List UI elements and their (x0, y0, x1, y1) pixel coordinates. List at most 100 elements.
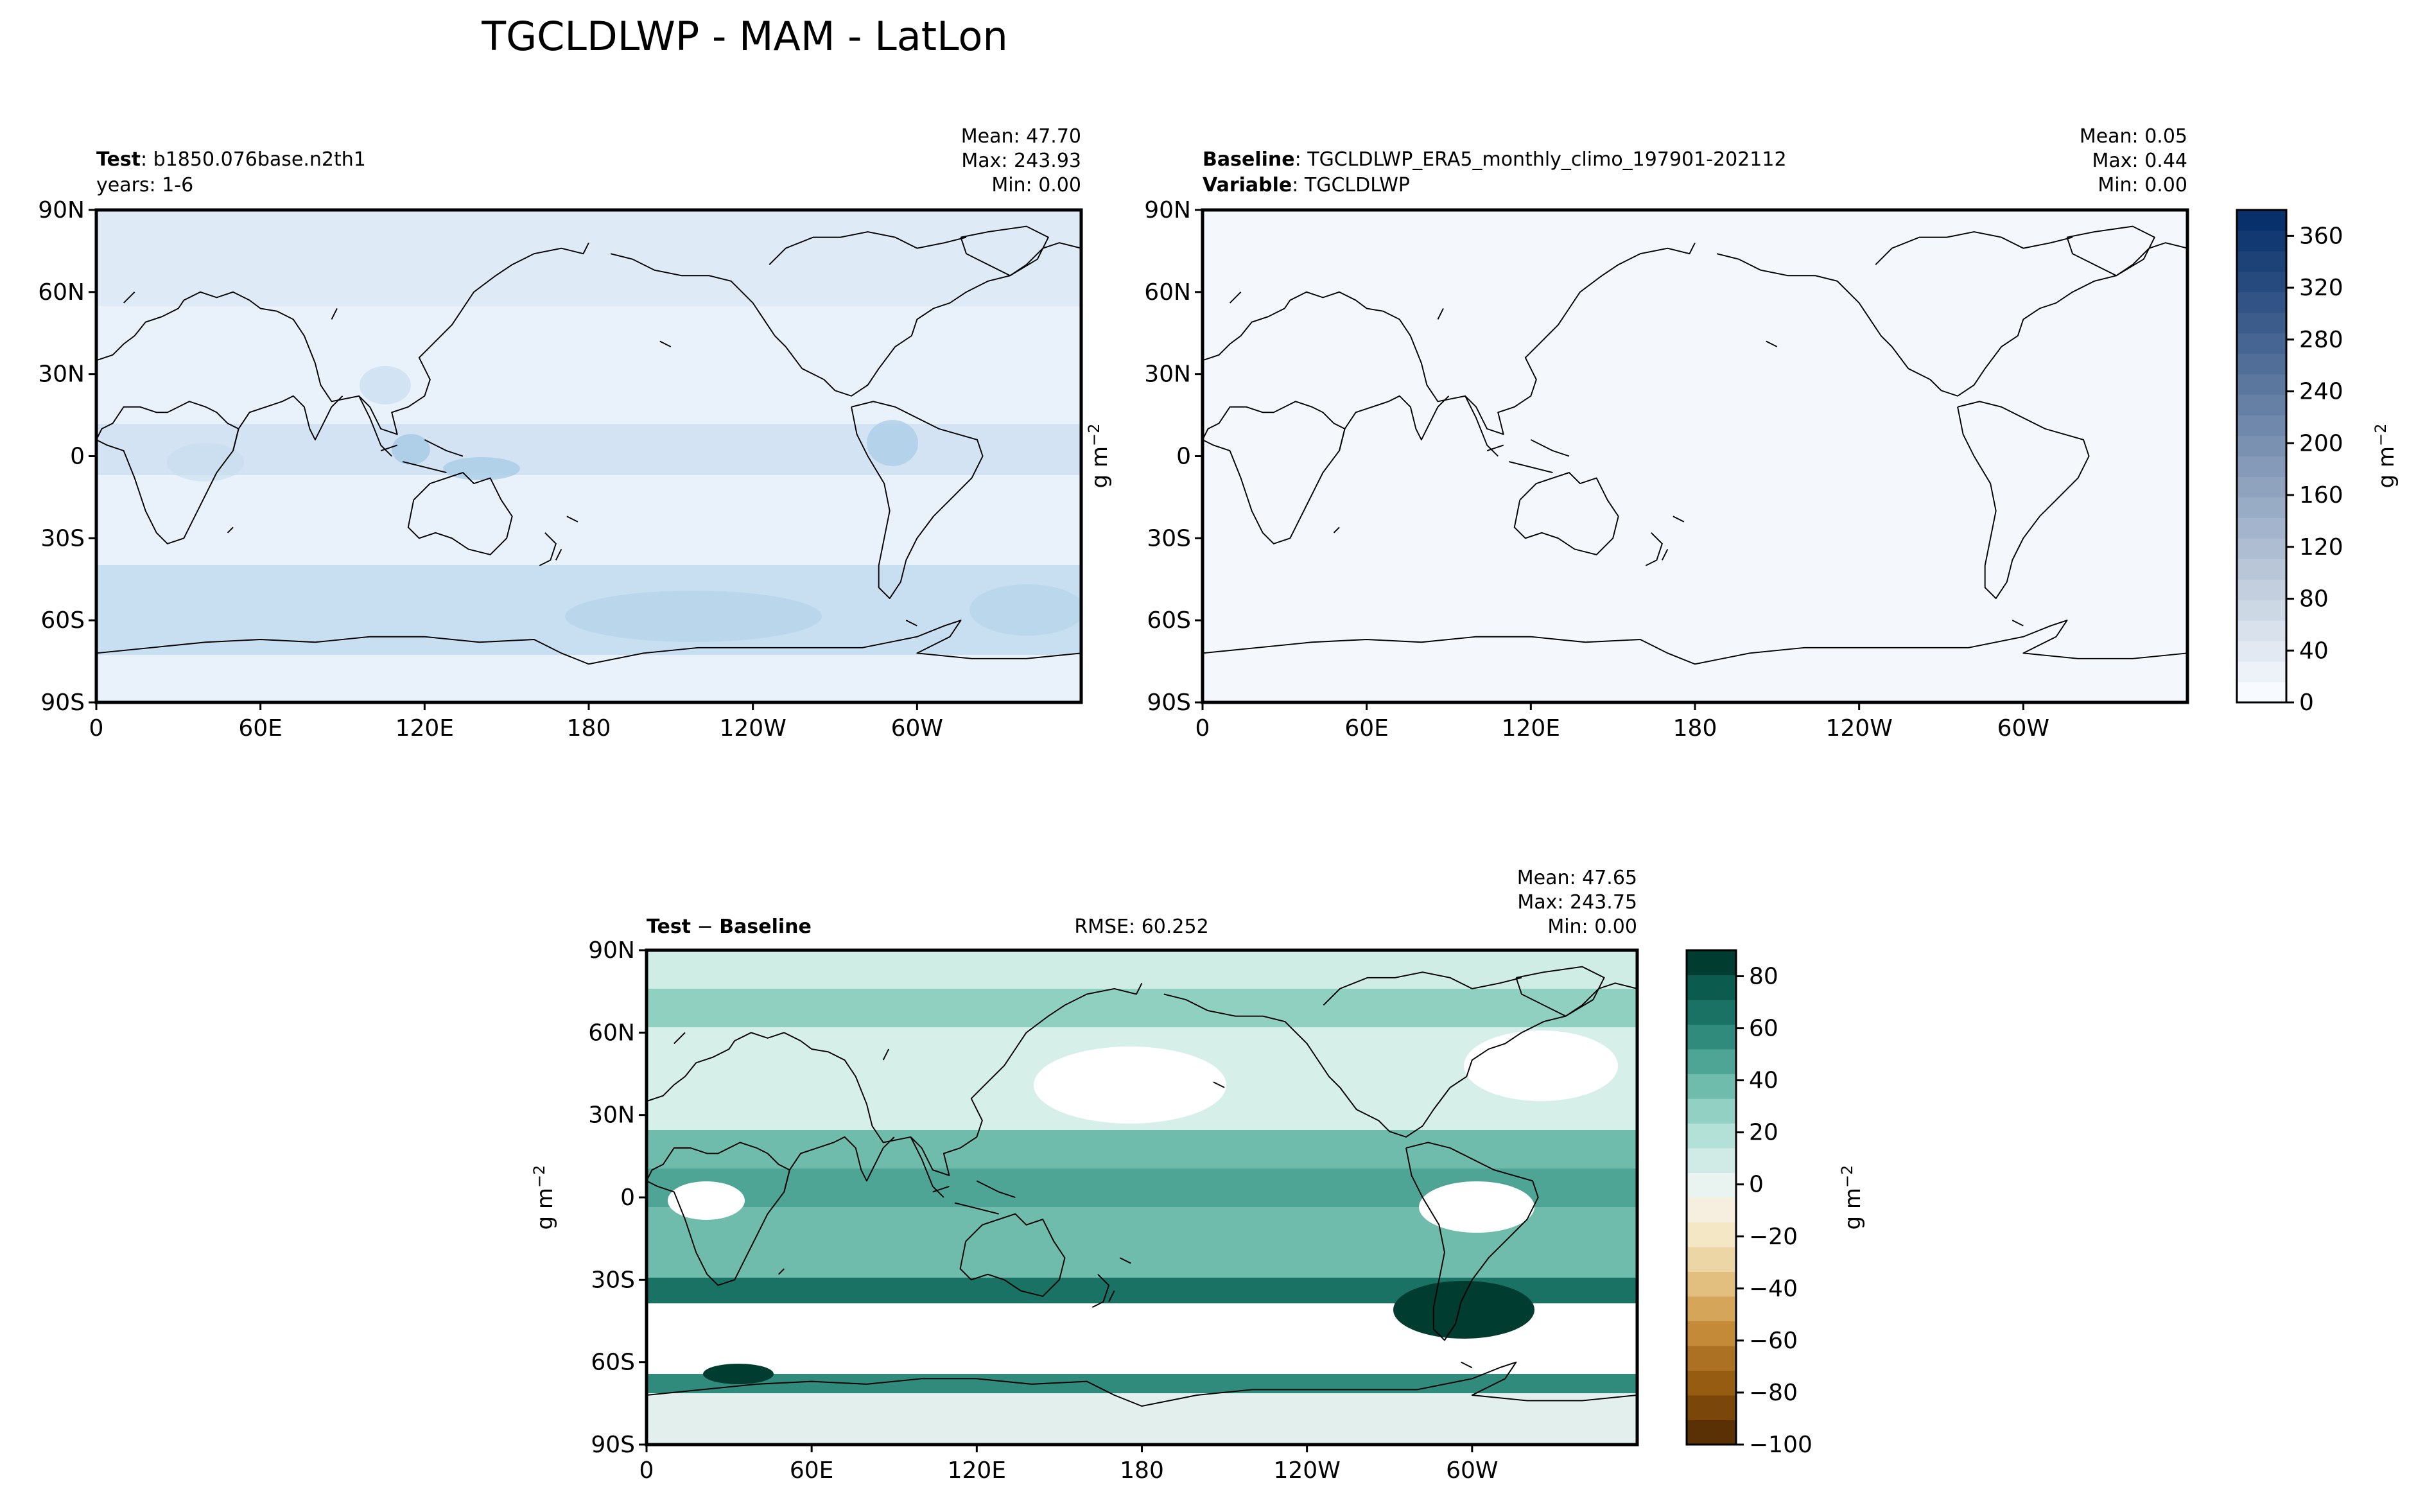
test-xtick-label: 60E (238, 715, 282, 742)
colorbar-blues-tick-label: 160 (2299, 482, 2343, 508)
diff-field (647, 950, 1637, 1445)
baseline-xtick-label: 60W (1997, 715, 2049, 742)
colorbar-diff-swatch (1687, 1420, 1736, 1445)
colorbar-blues-swatch (2237, 497, 2286, 518)
colorbar-diff-swatch (1687, 1370, 1736, 1396)
colorbar-blues-swatch (2237, 230, 2286, 252)
diff-ytick-label: 30S (591, 1267, 635, 1293)
baseline-ytick-label: 30N (1144, 361, 1191, 388)
test-band-equator (96, 424, 1081, 475)
colorbar-diff-tick-label: −20 (1749, 1224, 1798, 1250)
diff-xtick-label: 120W (1274, 1457, 1341, 1484)
baseline-ylabel: g m−2 (1085, 424, 1113, 489)
baseline-stat-mean: Mean: 0.05 (2080, 125, 2187, 148)
colorbar-diff-swatch (1687, 1172, 1736, 1198)
colorbar-blues-swatch (2237, 312, 2286, 334)
colorbar-diff-swatch (1687, 1222, 1736, 1247)
baseline-ytick-label: 0 (1176, 444, 1191, 470)
baseline-ytick-label: 60S (1147, 607, 1191, 634)
colorbar-blues-swatch (2237, 641, 2286, 662)
colorbar-blues-swatch (2237, 559, 2286, 580)
colorbar-diff-tick-label: −80 (1749, 1380, 1798, 1406)
colorbar-blues-label: g m−2 (2372, 424, 2399, 489)
colorbar-diff-tick-label: −40 (1749, 1276, 1798, 1302)
diff-ytick-label: 0 (620, 1185, 635, 1211)
panel-difference: Test − Baseline RMSE: 60.252 Mean: 47.65… (530, 867, 1639, 1484)
test-stat-min: Min: 0.00 (991, 174, 1081, 196)
colorbar-diff-tick-label: 20 (1749, 1120, 1778, 1146)
test-ytick-label: 60N (38, 279, 85, 306)
test-ytick-label: 90N (38, 197, 85, 223)
colorbar-diff-tick-label: 60 (1749, 1016, 1778, 1042)
test-years: years: 1-6 (96, 174, 193, 196)
test-xtick-label: 0 (89, 715, 104, 742)
baseline-ytick-label: 60N (1144, 279, 1191, 306)
colorbar-blues-swatch (2237, 210, 2286, 231)
test-ytick-label: 90S (40, 690, 85, 716)
colorbar-diff-tick-label: −100 (1749, 1432, 1812, 1458)
diff-stat-min: Min: 0.00 (1547, 916, 1637, 938)
colorbar-blues-tick-label: 80 (2299, 586, 2329, 613)
colorbar-blues-swatch (2237, 415, 2286, 437)
colorbar-blues-swatch (2237, 600, 2286, 621)
test-stat-max: Max: 243.93 (961, 150, 1081, 172)
baseline-xtick-label: 180 (1673, 715, 1717, 742)
diff-xtick-label: 120E (948, 1457, 1006, 1484)
colorbar-blues-swatch (2237, 456, 2286, 477)
baseline-ytick-label: 30S (1147, 525, 1191, 552)
test-band-north (96, 210, 1081, 306)
colorbar-blues-frame (2236, 209, 2288, 704)
colorbar-diff-swatch (1687, 1395, 1736, 1420)
colorbar-blues-swatch (2237, 661, 2286, 682)
test-ytick-label: 60S (40, 607, 85, 634)
colorbar-blues-swatch (2237, 353, 2286, 375)
colorbar-blues-swatch (2237, 250, 2286, 272)
test-stat-mean: Mean: 47.70 (961, 125, 1081, 148)
colorbar-blues-swatch (2237, 517, 2286, 539)
colorbar-diff-tick-label: 0 (1749, 1172, 1764, 1198)
colorbar-difference: −100 −80 −60 −40 −20 0 20 40 60 80 g m−2 (1685, 949, 1866, 1458)
colorbar-blues-swatch (2237, 579, 2286, 600)
diff-ytick-label: 30N (588, 1102, 635, 1129)
colorbar-blues-tick-label: 120 (2299, 534, 2343, 560)
test-ytick-label: 30S (40, 525, 85, 552)
diff-label: Test − Baseline (647, 916, 812, 938)
colorbar-diff-swatch (1687, 1271, 1736, 1297)
figure-title: TGCLDLWP - MAM - LatLon (481, 13, 1008, 60)
colorbar-blues-tick-label: 0 (2299, 690, 2314, 716)
diff-xtick-label: 0 (639, 1457, 654, 1484)
colorbar-diff-swatch (1687, 1197, 1736, 1222)
colorbar-blues-swatch (2237, 374, 2286, 395)
diff-xtick-label: 60W (1446, 1457, 1498, 1484)
colorbar-diff-tick-label: −60 (1749, 1328, 1798, 1354)
colorbar-blues-swatch (2237, 291, 2286, 313)
colorbar-blues-swatch (2237, 394, 2286, 416)
test-field (96, 210, 1081, 702)
diff-ytick-label: 60S (591, 1350, 635, 1376)
colorbar-diff-tick-label: 80 (1749, 964, 1778, 990)
test-xtick-label: 120W (720, 715, 787, 742)
baseline-label: Baseline: TGCLDLWP_ERA5_monthly_climo_19… (1203, 148, 1787, 171)
colorbar-diff-swatch (1687, 1296, 1736, 1321)
colorbar-diff-swatch (1687, 1099, 1736, 1124)
colorbar-blues-swatch (2237, 476, 2286, 498)
test-xtick-label: 180 (567, 715, 611, 742)
baseline-stat-max: Max: 0.44 (2092, 150, 2187, 172)
baseline-stat-min: Min: 0.00 (2098, 174, 2187, 196)
baseline-xtick-label: 60E (1344, 715, 1389, 742)
colorbar-blues-tick-label: 200 (2299, 430, 2343, 456)
colorbar-blues-tick-label: 280 (2299, 327, 2343, 353)
colorbar-diff-swatch (1687, 1148, 1736, 1173)
diff-rmse: RMSE: 60.252 (1074, 916, 1208, 938)
colorbar-diff-frame (1685, 949, 1737, 1446)
diff-xtick-label: 180 (1120, 1457, 1164, 1484)
colorbar-diff-swatch (1687, 1000, 1736, 1025)
baseline-ytick-label: 90S (1147, 690, 1191, 716)
colorbar-diff-swatch (1687, 975, 1736, 1000)
colorbar-diff-swatch (1687, 1073, 1736, 1099)
diff-stat-max: Max: 243.75 (1517, 891, 1637, 914)
